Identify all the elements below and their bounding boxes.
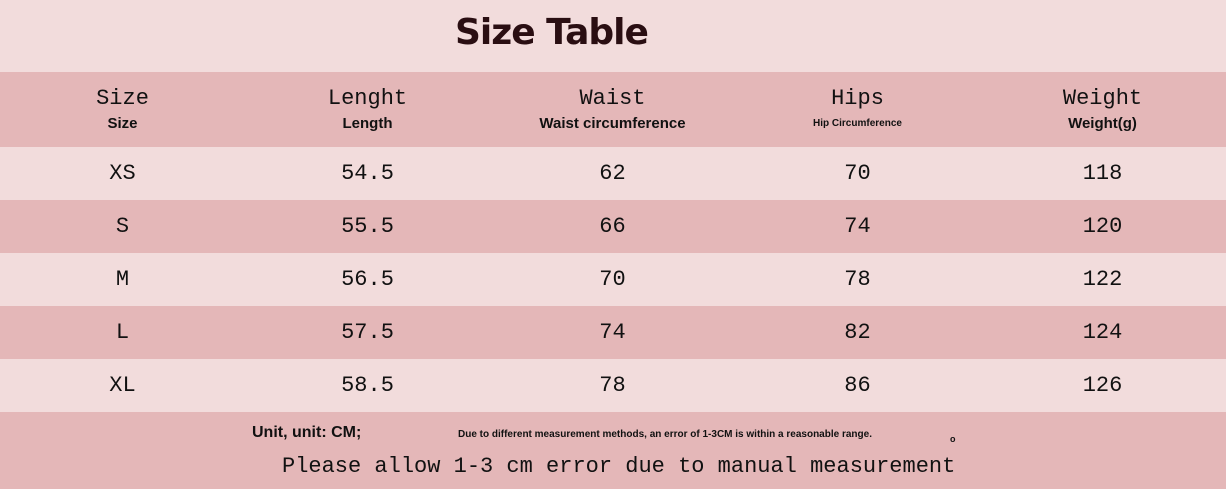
header-label: Waist (579, 86, 646, 111)
header-label: Lenght (327, 86, 408, 111)
table-body: XS 54.5 62 70 118 S 55.5 66 74 120 M 56.5 70 78 122 L 57… (0, 147, 1226, 412)
header-sublabel: Waist circumference (539, 115, 686, 132)
table-cell: 74 (599, 320, 626, 345)
table-cell: 126 (1082, 373, 1123, 398)
table-cell: 56.5 (341, 267, 394, 292)
column-header: Weight Weight(g) (980, 72, 1225, 147)
table-cell: 78 (599, 373, 626, 398)
table-row: XS 54.5 62 70 118 (0, 147, 1226, 200)
table-cell: 58.5 (341, 373, 394, 398)
table-cell: 55.5 (341, 214, 394, 239)
table-cell: 120 (1082, 214, 1123, 239)
column-header: Lenght Length (245, 72, 490, 147)
table-cell: 70 (599, 267, 626, 292)
header-label: Size (96, 86, 149, 111)
column-header: Waist Waist circumference (490, 72, 735, 147)
table-cell: 66 (599, 214, 626, 239)
header-label: Hips (831, 86, 884, 111)
table-cell: 74 (844, 214, 871, 239)
header-sublabel: Weight(g) (1068, 115, 1137, 132)
header-label: Weight (1062, 86, 1143, 111)
table-row: XL 58.5 78 86 126 (0, 359, 1226, 412)
table-cell: 70 (844, 161, 871, 186)
unit-label: Unit, unit: CM; (252, 424, 362, 441)
table-cell: 122 (1082, 267, 1123, 292)
table-row: M 56.5 70 78 122 (0, 253, 1226, 306)
table-cell: XS (109, 161, 136, 186)
page-title: Size Table (455, 12, 649, 53)
table-cell: S (115, 214, 130, 239)
title-band: Size Table (0, 0, 1226, 72)
table-cell: 124 (1082, 320, 1123, 345)
table-cell: 54.5 (341, 161, 394, 186)
error-notice: Please allow 1-3 cm error due to manual … (282, 454, 956, 479)
header-sublabel: Length (342, 115, 393, 132)
table-cell: 78 (844, 267, 871, 292)
table-row: S 55.5 66 74 120 (0, 200, 1226, 253)
column-header: Hips Hip Circumference (735, 72, 980, 147)
column-header: Size Size (0, 72, 245, 147)
table-cell: 82 (844, 320, 871, 345)
table-header: Size Size Lenght Length Waist Waist circumfer… (0, 72, 1226, 147)
table-cell: L (115, 320, 130, 345)
table-cell: 57.5 (341, 320, 394, 345)
table-row: L 57.5 74 82 124 (0, 306, 1226, 359)
header-sublabel: Hip Circumference (813, 118, 902, 129)
table-cell: 62 (599, 161, 626, 186)
table-cell: 118 (1082, 161, 1123, 186)
measurement-note: Due to different measurement methods, an… (458, 429, 872, 440)
footer: Unit, unit: CM; Due to different measure… (0, 412, 1226, 489)
stray-mark: o (950, 434, 956, 444)
header-sublabel: Size (107, 115, 138, 132)
table-cell: 86 (844, 373, 871, 398)
table-cell: XL (109, 373, 136, 398)
table-cell: M (115, 267, 130, 292)
